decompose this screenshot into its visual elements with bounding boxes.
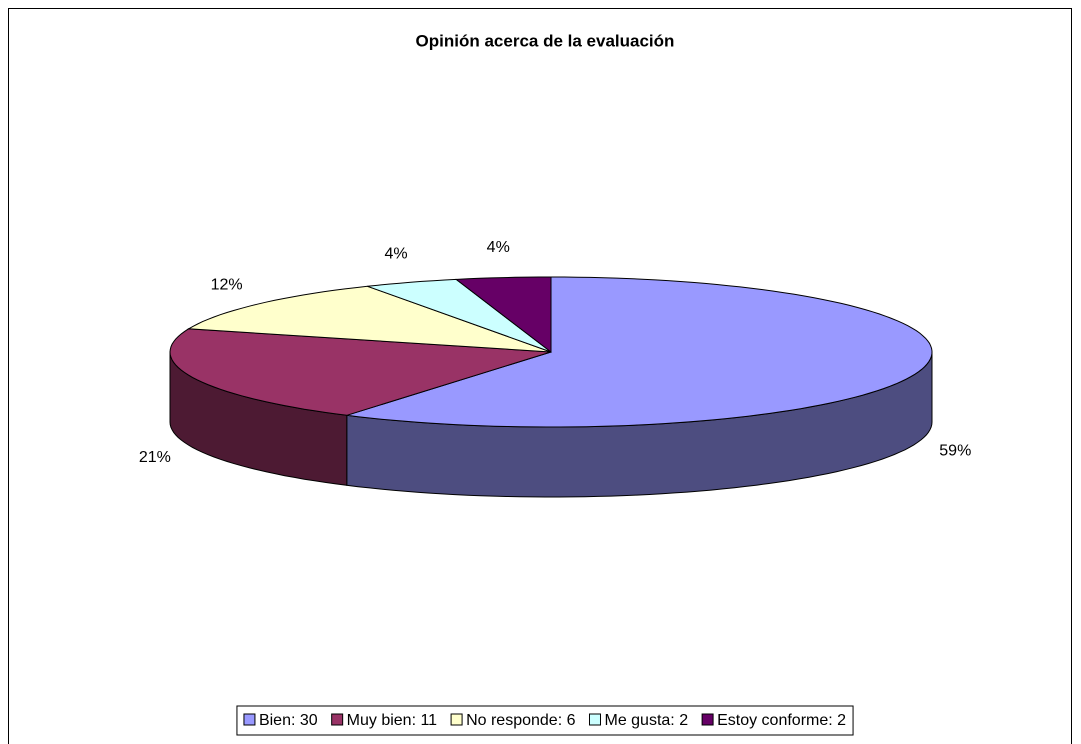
data-label: 4% — [487, 239, 510, 256]
legend-label: Muy bien: 11 — [347, 712, 438, 729]
slice — [169, 328, 552, 416]
data-label: 21% — [139, 449, 171, 466]
legend-label: Me gusta: 2 — [604, 712, 688, 729]
legend-label: No responde: 6 — [466, 712, 576, 729]
legend-swatch — [450, 713, 463, 726]
legend-label: Estoy conforme: 2 — [717, 712, 846, 729]
slice — [454, 276, 552, 354]
chart-title: Opinión acerca de la evaluación — [416, 31, 675, 50]
slice — [367, 278, 552, 353]
legend: Bien: 30 Muy bien: 11 No responde: 6 Me gus… — [236, 705, 854, 736]
legend-swatch — [331, 713, 344, 726]
slice — [186, 285, 552, 353]
data-label: 59% — [939, 443, 971, 460]
legend-swatch — [243, 713, 256, 726]
legend-box — [236, 705, 854, 736]
data-label: 4% — [384, 246, 407, 263]
legend-label: Bien: 30 — [259, 712, 318, 729]
legend-swatch — [701, 713, 714, 726]
slice — [346, 276, 933, 428]
legend-swatch — [588, 713, 601, 726]
data-label: 12% — [211, 276, 243, 293]
